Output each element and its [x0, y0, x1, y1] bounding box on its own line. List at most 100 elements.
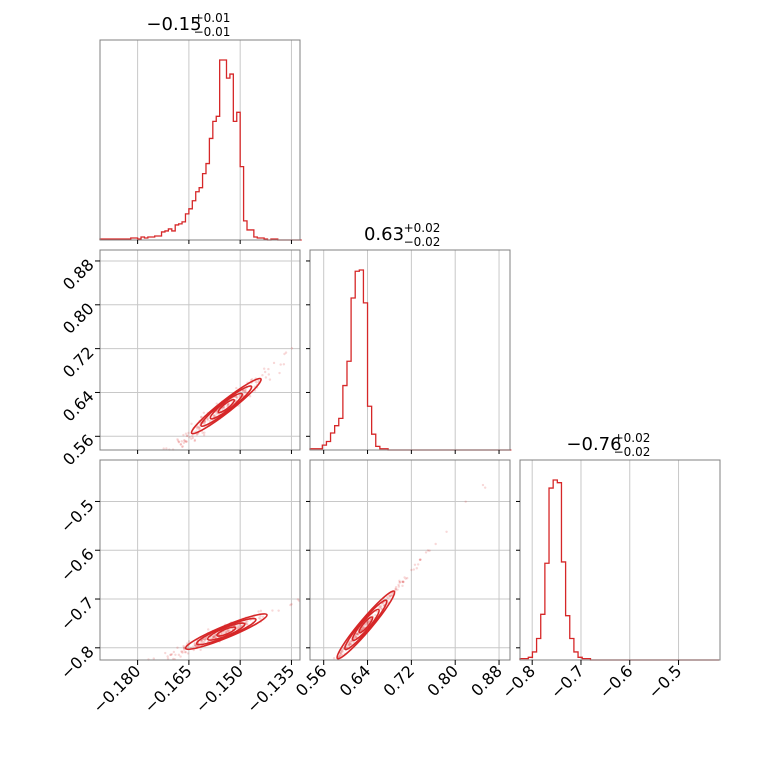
scatter-point — [202, 433, 206, 437]
y-tick-label: −0.7 — [57, 593, 98, 634]
scatter-point — [200, 416, 203, 419]
scatter-point — [244, 387, 248, 391]
scatter-point — [341, 650, 344, 653]
scatter-point — [185, 440, 188, 443]
scatter-point — [332, 657, 336, 660]
scatter-point — [213, 414, 216, 417]
scatter-point — [350, 640, 353, 643]
scatter-point — [348, 642, 352, 645]
scatter-point — [180, 440, 183, 443]
scatter-point — [176, 646, 179, 649]
scatter-point — [212, 635, 215, 638]
scatter-point — [398, 581, 401, 584]
y-tick-label: −0.5 — [57, 496, 98, 537]
scatter-point — [200, 415, 203, 418]
scatter-point — [184, 432, 188, 435]
contour-2 — [209, 392, 244, 420]
scatter-point — [416, 563, 420, 566]
scatter-point — [259, 609, 263, 613]
scatter-point — [194, 644, 198, 648]
scatter-point — [244, 620, 248, 624]
scatter-point — [201, 639, 204, 643]
scatter-point — [212, 413, 215, 417]
scatter-point — [208, 419, 212, 423]
scatter-point — [213, 636, 216, 639]
scatter-point — [214, 633, 217, 636]
scatter-point — [283, 352, 286, 356]
scatter-point — [185, 434, 189, 438]
scatter-point — [401, 584, 404, 588]
y-tick-label: −0.8 — [57, 642, 98, 683]
scatter-point — [401, 580, 404, 583]
scatter-point — [246, 623, 249, 626]
scatter-point — [338, 654, 342, 657]
scatter-point — [226, 403, 230, 406]
scatter-point — [390, 593, 394, 597]
scatter-point — [203, 640, 206, 643]
y-tick-label: −0.6 — [57, 544, 98, 585]
scatter-point — [345, 646, 348, 650]
scatter-point — [338, 652, 342, 655]
x-tick-label: 0.80 — [423, 661, 462, 700]
scatter-point — [401, 580, 405, 584]
scatter-point — [348, 643, 352, 646]
scatter-point — [379, 605, 382, 608]
scatter-point — [388, 595, 392, 598]
scatter-point — [190, 437, 193, 440]
scatter-point — [418, 558, 422, 561]
scatter-point — [184, 440, 187, 443]
scatter-point — [235, 395, 238, 398]
scatter-point — [174, 653, 177, 656]
scatter-point — [347, 641, 350, 645]
scatter-point — [191, 434, 194, 438]
scatter-point — [347, 643, 351, 646]
scatter-point — [202, 422, 205, 425]
scatter-point — [248, 395, 252, 398]
scatter-point — [183, 648, 186, 651]
scatter-point — [394, 587, 397, 591]
panels: −0.15+0.01−0.010.560.640.720.800.880.63 +… — [57, 11, 721, 717]
scatter-point — [200, 639, 203, 643]
scatter-point — [185, 642, 189, 645]
scatter-point — [245, 622, 248, 626]
scatter-point — [235, 386, 238, 390]
scatter-point — [162, 447, 165, 450]
histogram-2 — [519, 479, 720, 661]
scatter-point — [338, 654, 342, 657]
contour-1 — [344, 599, 388, 651]
scatter-point — [227, 402, 231, 405]
scatter-point — [186, 434, 189, 437]
y-tick-label: 0.88 — [59, 255, 98, 294]
scatter-point — [238, 393, 241, 397]
scatter-point — [191, 645, 195, 648]
scatter-point — [356, 632, 359, 636]
contour-3 — [216, 626, 237, 637]
scatter-point — [379, 605, 383, 608]
scatter-point — [181, 650, 184, 653]
scatter-point — [195, 427, 199, 430]
histogram-0 — [99, 59, 302, 241]
panel-frame — [309, 459, 511, 661]
scatter-point — [364, 623, 367, 627]
scatter-point — [195, 433, 199, 436]
panel-0-0: −0.15+0.01−0.01 — [99, 11, 302, 244]
scatter-point — [398, 581, 402, 584]
scatter-point — [366, 622, 369, 625]
scatter-point — [186, 652, 190, 655]
panel-2-2: −0.8 −0.7 −0.6 −0.5 −0.76+0.02−0.02 — [498, 431, 721, 702]
scatter-point — [231, 627, 235, 630]
scatter-point — [254, 380, 257, 383]
scatter-point — [181, 445, 184, 448]
scatter-point — [213, 633, 217, 636]
scatter-point — [227, 629, 230, 632]
scatter-point — [193, 641, 196, 645]
scatter-point — [226, 404, 229, 408]
panel-1-0: 0.56 0.64 0.72 0.80 0.88 — [59, 249, 301, 469]
scatter-point — [225, 629, 229, 632]
scatter-point — [277, 609, 280, 612]
scatter-point — [349, 642, 353, 646]
scatter-point — [290, 347, 294, 350]
scatter-point — [203, 431, 206, 434]
panel-title-plus-0: +0.01 — [194, 11, 231, 25]
